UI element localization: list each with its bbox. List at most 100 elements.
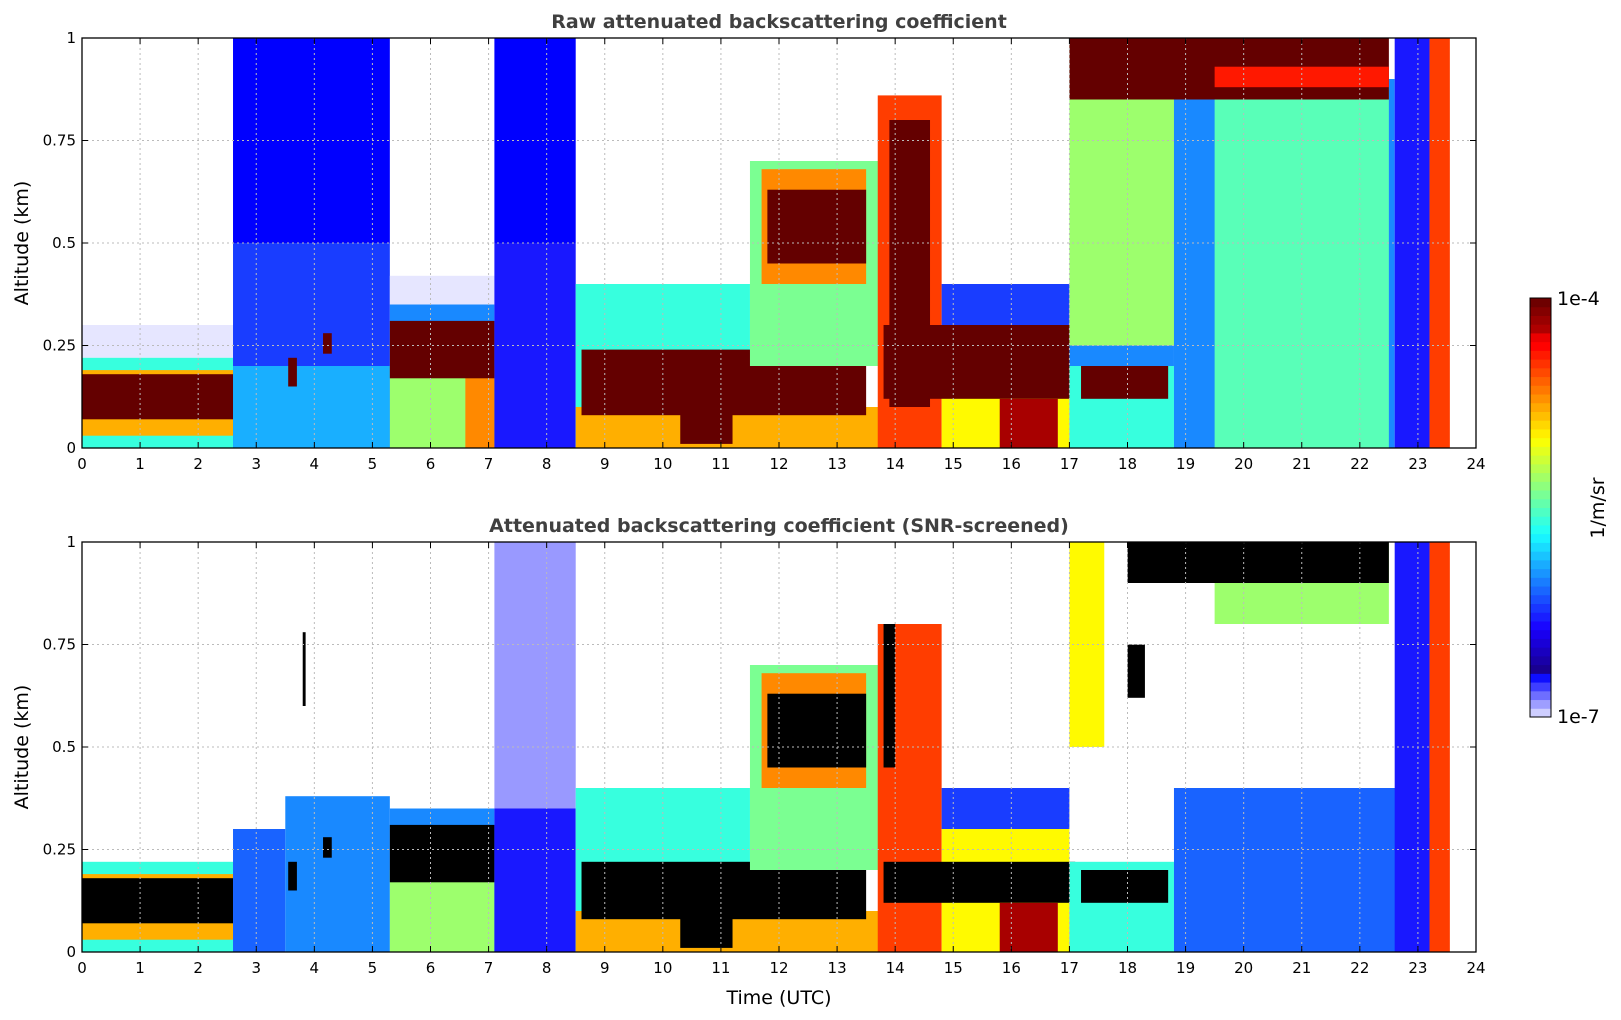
heatmap-cell bbox=[680, 407, 733, 444]
x-tick-label: 20 bbox=[1234, 959, 1253, 977]
colorbar-max-label: 1e-4 bbox=[1557, 288, 1600, 310]
plot-frame bbox=[81, 37, 1477, 449]
colorbar-step bbox=[1530, 507, 1551, 517]
x-tick-label: 5 bbox=[368, 959, 378, 977]
colorbar-step bbox=[1530, 533, 1551, 543]
x-tick-label: 18 bbox=[1118, 959, 1137, 977]
colorbar-step bbox=[1530, 682, 1551, 692]
heatmap-cell bbox=[288, 861, 297, 891]
heatmap-cell bbox=[1069, 345, 1174, 366]
colorbar-step bbox=[1530, 708, 1551, 718]
heatmap-cell bbox=[767, 693, 867, 768]
colorbar-step bbox=[1530, 315, 1551, 325]
x-tick-label: 8 bbox=[542, 959, 552, 977]
colorbar-step bbox=[1530, 586, 1551, 596]
colorbar-step bbox=[1530, 551, 1551, 561]
x-tick-label: 19 bbox=[1176, 455, 1195, 473]
x-tick-label: 4 bbox=[310, 959, 320, 977]
heatmap-cell bbox=[323, 333, 332, 354]
y-tick-label: 0.75 bbox=[43, 132, 76, 150]
colorbar-step bbox=[1530, 455, 1551, 465]
x-tick-label: 1 bbox=[135, 959, 145, 977]
colorbar-step bbox=[1530, 594, 1551, 605]
y-tick-label: 0.5 bbox=[52, 738, 76, 756]
x-tick-label: 22 bbox=[1350, 959, 1369, 977]
y-tick-label: 1 bbox=[66, 533, 76, 551]
x-tick-label: 21 bbox=[1292, 959, 1311, 977]
x-tick-label: 0 bbox=[77, 455, 87, 473]
heatmap-cell bbox=[302, 632, 306, 706]
colorbar-step bbox=[1530, 516, 1551, 526]
x-tick-label: 11 bbox=[711, 959, 730, 977]
y-tick-label: 1 bbox=[66, 29, 76, 47]
colorbar-step bbox=[1530, 428, 1551, 439]
colorbar-step bbox=[1530, 481, 1551, 491]
x-tick-label: 3 bbox=[251, 455, 261, 473]
colorbar-step bbox=[1530, 367, 1551, 378]
colorbar-step bbox=[1530, 655, 1551, 666]
x-tick-label: 11 bbox=[711, 455, 730, 473]
colorbar-step bbox=[1530, 629, 1551, 639]
x-tick-label: 8 bbox=[542, 455, 552, 473]
x-tick-label: 24 bbox=[1466, 959, 1485, 977]
colorbar-step bbox=[1530, 306, 1551, 316]
bottom-y-axis-label: Altitude (km) bbox=[11, 685, 33, 810]
colorbar-step bbox=[1530, 542, 1551, 552]
heatmap-cell bbox=[389, 824, 495, 883]
x-tick-label: 17 bbox=[1060, 455, 1079, 473]
colorbar-step bbox=[1530, 376, 1551, 386]
colorbar-step bbox=[1530, 350, 1551, 360]
heatmap-cell bbox=[941, 284, 1070, 325]
x-tick-label: 9 bbox=[600, 959, 610, 977]
heatmap-cell bbox=[494, 808, 576, 952]
heatmap-cell bbox=[999, 398, 1058, 448]
plot-frame bbox=[81, 541, 1477, 953]
x-tick-label: 16 bbox=[1002, 455, 1021, 473]
colorbar-step bbox=[1530, 385, 1551, 395]
colorbar-step bbox=[1530, 411, 1551, 421]
colorbar-step bbox=[1530, 446, 1551, 456]
y-tick-label: 0.75 bbox=[43, 636, 76, 654]
colorbar-step bbox=[1530, 664, 1551, 674]
x-tick-label: 5 bbox=[368, 455, 378, 473]
colorbar-step bbox=[1530, 612, 1551, 622]
colorbar-step bbox=[1530, 332, 1551, 343]
heatmap-cell bbox=[581, 861, 867, 920]
x-tick-label: 6 bbox=[426, 959, 436, 977]
colorbar-step bbox=[1530, 620, 1551, 631]
heatmap-cell bbox=[1429, 542, 1450, 952]
x-tick-label: 14 bbox=[886, 959, 905, 977]
x-tick-label: 19 bbox=[1176, 959, 1195, 977]
colorbar-step bbox=[1530, 402, 1551, 412]
x-tick-label: 21 bbox=[1292, 455, 1311, 473]
colorbar-step bbox=[1530, 603, 1551, 613]
colorbar bbox=[1529, 297, 1552, 718]
x-tick-label: 6 bbox=[426, 455, 436, 473]
heatmap-cell bbox=[389, 275, 495, 305]
x-tick-label: 7 bbox=[484, 959, 494, 977]
x-tick-label: 23 bbox=[1408, 455, 1427, 473]
x-tick-label: 10 bbox=[653, 959, 672, 977]
heatmap-cell bbox=[1081, 366, 1169, 399]
x-tick-label: 12 bbox=[769, 959, 788, 977]
colorbar-step bbox=[1530, 647, 1551, 657]
x-tick-label: 3 bbox=[251, 959, 261, 977]
x-axis-label: Time (UTC) bbox=[725, 987, 831, 1009]
colorbar-step bbox=[1530, 498, 1551, 508]
x-tick-label: 24 bbox=[1466, 455, 1485, 473]
x-tick-label: 22 bbox=[1350, 455, 1369, 473]
heatmap-cell bbox=[883, 861, 1076, 903]
heatmap-cell bbox=[285, 796, 390, 952]
colorbar-step bbox=[1530, 568, 1551, 578]
heatmap-cell bbox=[883, 325, 1076, 399]
colorbar-step bbox=[1530, 394, 1551, 404]
heatmap-cell bbox=[767, 189, 867, 264]
x-tick-label: 14 bbox=[886, 455, 905, 473]
colorbar-step bbox=[1530, 638, 1551, 648]
heatmap-cell bbox=[82, 878, 234, 924]
colorbar-step bbox=[1530, 463, 1551, 474]
x-tick-label: 18 bbox=[1118, 455, 1137, 473]
y-tick-label: 0.25 bbox=[43, 841, 76, 859]
heatmap-cell bbox=[288, 357, 297, 387]
colorbar-step bbox=[1530, 577, 1551, 587]
